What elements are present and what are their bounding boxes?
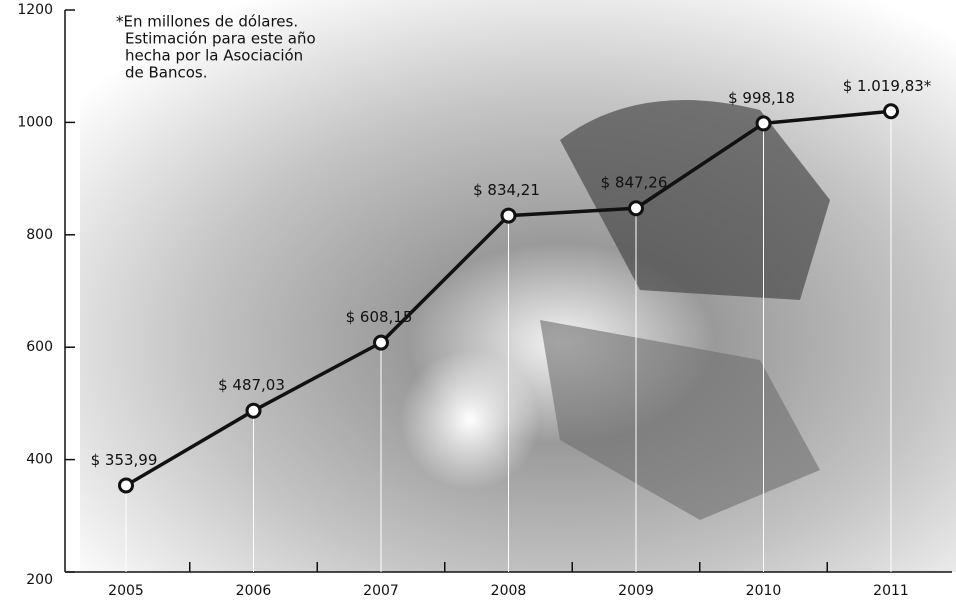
value-label: $ 998,18 — [728, 89, 795, 107]
point — [118, 477, 134, 494]
welder-silhouette — [560, 100, 830, 300]
note-line: hecha por la Asociación — [125, 47, 303, 65]
x-tick-label: 2011 — [873, 583, 909, 599]
y-tick-label: 1200 — [17, 2, 53, 18]
value-label: $ 1.019,83* — [843, 77, 932, 95]
x-tick-label: 2007 — [363, 583, 399, 599]
value-label: $ 487,03 — [218, 376, 285, 394]
background-photo — [80, 0, 956, 572]
point — [245, 402, 262, 419]
note-line: *En millones de dólares. — [116, 13, 298, 31]
note-line: Estimación para este año — [125, 30, 316, 48]
value-label: $ 353,99 — [91, 451, 158, 469]
point — [755, 115, 772, 132]
value-label: $ 847,26 — [601, 174, 668, 192]
y-tick-label: 200 — [26, 572, 53, 588]
point — [883, 103, 899, 120]
x-tick-label: 2010 — [746, 583, 782, 599]
spark — [400, 350, 540, 490]
welder-glove — [540, 320, 820, 520]
y-tick-label: 800 — [26, 227, 53, 243]
value-label: $ 608,15 — [346, 308, 413, 326]
point — [500, 207, 517, 224]
y-tick-label: 400 — [26, 452, 53, 468]
y-tick-label: 600 — [26, 339, 53, 355]
x-tick-label: 2009 — [618, 583, 654, 599]
note-line: de Bancos. — [125, 64, 208, 82]
x-tick-label: 2008 — [491, 583, 527, 599]
x-tick-label: 2005 — [108, 583, 144, 599]
value-label: $ 834,21 — [473, 181, 540, 199]
x-tick-label: 2006 — [236, 583, 272, 599]
point — [373, 334, 389, 351]
point — [628, 200, 644, 217]
note: *En millones de dólares.Estimación para … — [116, 13, 316, 82]
y-tick-label: 1000 — [17, 114, 53, 130]
